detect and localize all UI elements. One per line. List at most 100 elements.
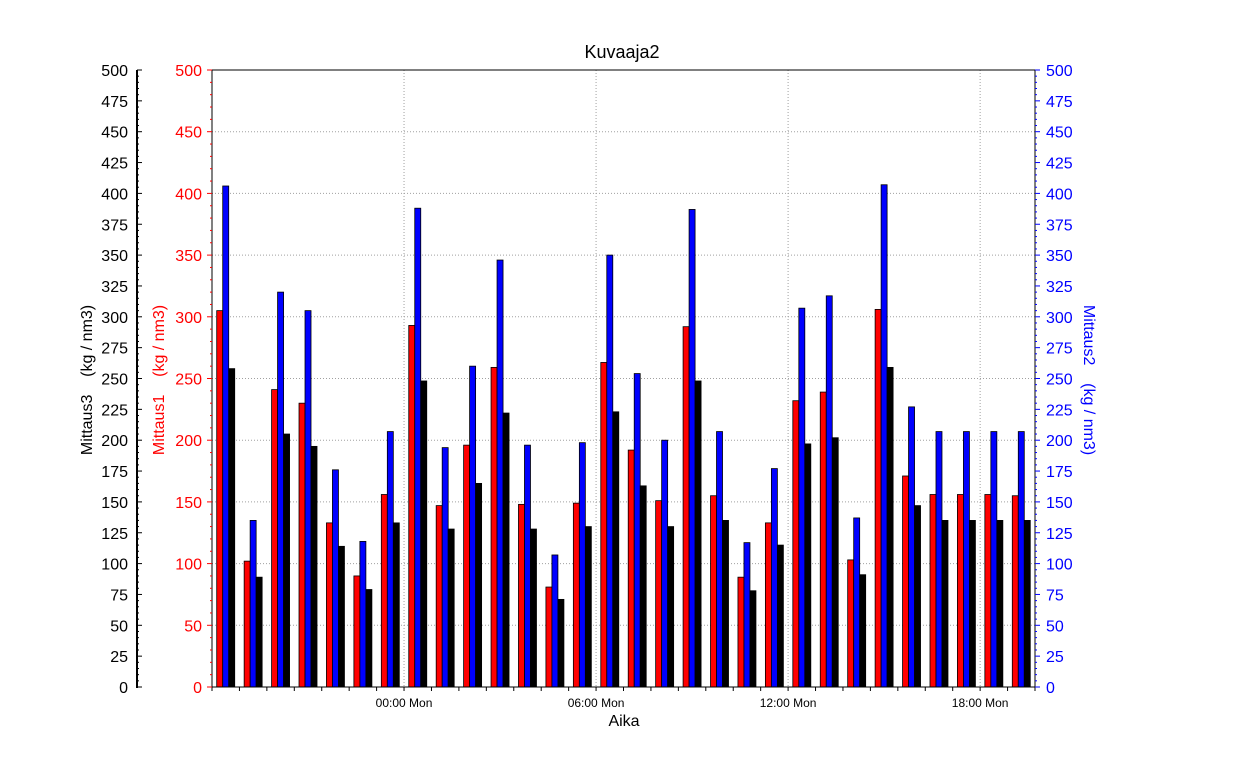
bar-mittaus2-16: [661, 439, 669, 688]
bar-mittaus2-17: [688, 209, 696, 688]
bar-mittaus2-18: [716, 431, 723, 688]
bar-mittaus3-18: [722, 520, 729, 688]
bar-mittaus3-11: [530, 528, 537, 688]
y-tick-label-mittaus3: 150: [101, 495, 128, 512]
bar-mittaus1-1: [243, 560, 251, 688]
bar-mittaus3-5: [365, 589, 373, 688]
bar-mittaus2-23: [853, 517, 861, 688]
bar-mittaus3-19: [749, 590, 757, 688]
y-tick-label-mittaus3: 375: [101, 217, 128, 234]
bar-mittaus2-27: [963, 431, 970, 688]
bar-mittaus1-20: [764, 522, 772, 688]
y-tick-label-mittaus3: 400: [101, 186, 128, 203]
y-tick-label-mittaus3: 300: [101, 310, 128, 327]
y-tick-label-mittaus1: 200: [175, 433, 202, 450]
y-axis-title-mittaus3: Mittaus3 (kg / nm3): [79, 305, 96, 455]
bar-mittaus1-9: [463, 444, 471, 688]
bar-mittaus1-12: [545, 586, 553, 688]
bar-mittaus3-27: [969, 520, 976, 688]
bar-mittaus3-0: [228, 368, 236, 688]
bar-mittaus3-22: [831, 437, 839, 688]
bar-mittaus2-29: [1017, 431, 1025, 688]
bar-mittaus3-23: [859, 574, 867, 688]
bar-mittaus3-25: [914, 505, 921, 688]
bar-mittaus1-14: [600, 362, 608, 688]
bar-mittaus1-26: [929, 494, 937, 688]
bar-mittaus2-9: [469, 365, 477, 688]
y-tick-label-mittaus1: 500: [175, 63, 202, 80]
y-tick-label-mittaus2: 75: [1046, 587, 1064, 604]
y-tick-label-mittaus1: 400: [175, 186, 202, 203]
bar-mittaus2-15: [633, 373, 641, 688]
bar-mittaus3-2: [283, 433, 290, 688]
y-tick-label-mittaus2: 225: [1046, 402, 1073, 419]
y-tick-label-mittaus1: 50: [184, 618, 202, 635]
bar-mittaus2-28: [990, 431, 998, 688]
y-tick-label-mittaus1: 150: [175, 495, 202, 512]
y-tick-label-mittaus3: 25: [110, 649, 128, 666]
y-tick-label-mittaus3: 225: [101, 402, 128, 419]
bar-mittaus1-27: [957, 494, 964, 688]
y-tick-label-mittaus3: 75: [110, 587, 128, 604]
bar-mittaus1-23: [847, 559, 855, 688]
bar-mittaus2-10: [496, 259, 504, 688]
y-tick-label-mittaus2: 375: [1046, 217, 1073, 234]
bar-mittaus3-10: [502, 412, 510, 688]
bar-mittaus3-21: [804, 443, 812, 688]
y-tick-label-mittaus1: 0: [193, 680, 202, 697]
bar-mittaus3-12: [557, 598, 565, 688]
y-tick-label-mittaus1: 250: [175, 372, 202, 389]
y-tick-label-mittaus2: 300: [1046, 310, 1073, 327]
bar-mittaus1-15: [627, 449, 635, 688]
x-tick-label: 18:00 Mon: [952, 696, 1009, 710]
x-tick-label: 00:00 Mon: [376, 696, 433, 710]
bars: [216, 184, 1031, 688]
y-tick-label-mittaus1: 100: [175, 557, 202, 574]
bar-mittaus3-7: [420, 380, 428, 688]
bar-mittaus1-29: [1011, 495, 1019, 688]
y-tick-label-mittaus3: 200: [101, 433, 128, 450]
bar-mittaus3-14: [612, 411, 620, 688]
bar-mittaus1-21: [792, 400, 800, 688]
bar-mittaus3-16: [667, 526, 675, 688]
bar-mittaus2-24: [880, 184, 888, 688]
y-tick-label-mittaus1: 300: [175, 310, 202, 327]
x-tick-label: 12:00 Mon: [760, 696, 817, 710]
bar-mittaus3-24: [886, 366, 894, 688]
bar-mittaus3-6: [392, 522, 400, 688]
bar-mittaus2-19: [743, 542, 751, 688]
bar-mittaus2-14: [606, 254, 614, 688]
bar-mittaus1-13: [572, 502, 580, 688]
x-axis-title: Aika: [608, 713, 639, 730]
bar-mittaus1-16: [655, 500, 663, 688]
x-tick-label: 06:00 Mon: [568, 696, 625, 710]
y-tick-label-mittaus3: 0: [119, 680, 128, 697]
y-tick-label-mittaus3: 50: [110, 618, 128, 635]
y-tick-label-mittaus3: 500: [101, 63, 128, 80]
bar-mittaus1-5: [353, 575, 361, 688]
bar-mittaus3-8: [447, 528, 455, 688]
bar-mittaus3-20: [776, 544, 784, 688]
bar-mittaus2-3: [304, 310, 312, 688]
bar-mittaus3-3: [310, 445, 318, 688]
y-tick-label-mittaus2: 275: [1046, 341, 1073, 358]
y-tick-label-mittaus2: 0: [1046, 680, 1055, 697]
bar-mittaus2-0: [222, 185, 230, 688]
bar-mittaus2-7: [414, 207, 422, 688]
bar-mittaus1-28: [984, 494, 992, 688]
bar-mittaus3-17: [694, 380, 702, 688]
bar-mittaus1-10: [490, 366, 498, 688]
bar-mittaus3-28: [996, 520, 1004, 688]
bar-mittaus1-2: [271, 389, 278, 688]
y-axis-title-mittaus2: Mittaus2 (kg / nm3): [1080, 305, 1097, 455]
bar-mittaus3-1: [255, 576, 263, 688]
y-tick-label-mittaus3: 125: [101, 526, 128, 543]
y-tick-label-mittaus2: 100: [1046, 557, 1073, 574]
bar-mittaus1-18: [710, 495, 717, 688]
bar-mittaus1-7: [408, 325, 416, 688]
bar-mittaus1-11: [518, 503, 525, 688]
bar-mittaus2-5: [359, 540, 367, 688]
y-tick-label-mittaus3: 100: [101, 557, 128, 574]
